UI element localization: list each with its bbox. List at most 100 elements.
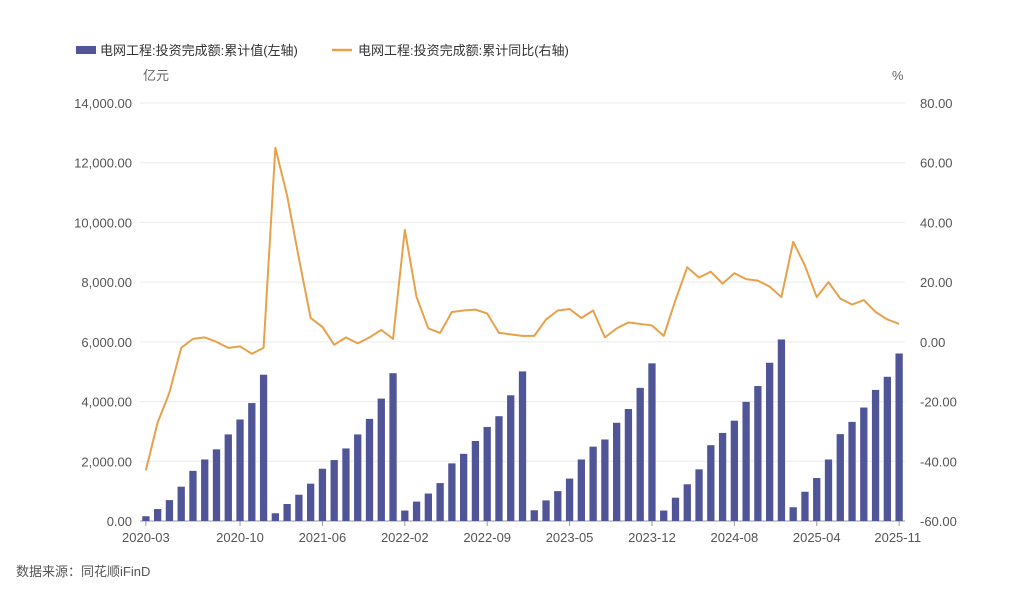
- bar: [271, 513, 279, 521]
- right-tick-label: 0.00: [920, 335, 945, 350]
- bar: [871, 389, 880, 521]
- bar: [448, 463, 456, 521]
- bar: [177, 486, 185, 521]
- bar: [212, 449, 221, 521]
- bar: [648, 363, 656, 521]
- x-tick-label: 2020-03: [122, 530, 170, 545]
- right-tick-label: -20.00: [920, 395, 957, 410]
- bar: [377, 398, 385, 521]
- x-tick-label: 2022-02: [381, 530, 429, 545]
- right-tick-label: -60.00: [920, 514, 957, 529]
- bar: [248, 403, 256, 521]
- yoy-line: [144, 146, 900, 471]
- bar: [742, 401, 750, 521]
- x-tick-label: 2025-11: [874, 530, 921, 545]
- legend: 电网工程:投资完成额:累计值(左轴) 电网工程:投资完成额:累计同比(右轴): [76, 43, 569, 58]
- bar: [354, 434, 362, 521]
- bar: [365, 418, 374, 521]
- bar: [860, 407, 868, 521]
- right-axis-unit: %: [892, 68, 904, 83]
- bar: [189, 470, 197, 521]
- bar: [224, 434, 232, 521]
- x-tick-label: 2025-04: [793, 530, 841, 545]
- line-series: [144, 146, 900, 471]
- x-tick-label: 2023-12: [628, 530, 676, 545]
- bar: [154, 509, 162, 521]
- bar: [848, 421, 856, 521]
- bar: [565, 478, 574, 521]
- bar: [730, 420, 738, 521]
- bar-series: [142, 339, 903, 521]
- bar: [436, 483, 444, 521]
- bar: [471, 440, 480, 521]
- right-tick-label: 40.00: [920, 215, 953, 230]
- bar: [824, 459, 833, 521]
- bar: [330, 460, 338, 521]
- x-tick-label: 2020-10: [216, 530, 264, 545]
- bar: [813, 478, 821, 521]
- x-axis: 2020-03 2020-10 2021-06 2022-02 2022-09 2023-…: [122, 521, 921, 545]
- bar: [683, 484, 691, 521]
- bar: [236, 419, 244, 521]
- left-y-axis: 14,000.00 12,000.00 10,000.00 8,000.00 6,000…: [74, 96, 132, 529]
- bar: [801, 491, 809, 521]
- bar: [836, 434, 844, 521]
- bar: [624, 409, 633, 521]
- bar: [613, 422, 621, 521]
- bar: [695, 469, 703, 521]
- bar: [883, 376, 891, 521]
- bar: [142, 516, 150, 521]
- bar: [542, 500, 550, 521]
- left-tick-label: 10,000.00: [74, 215, 132, 230]
- data-source: 数据来源：同花顺iFinD: [16, 564, 150, 579]
- bar: [895, 353, 903, 521]
- left-tick-label: 4,000.00: [81, 395, 132, 410]
- bar: [460, 453, 468, 521]
- x-tick-label: 2022-09: [463, 530, 511, 545]
- bar: [412, 501, 421, 521]
- x-tick-label: 2021-06: [299, 530, 347, 545]
- x-tick-label: 2023-05: [546, 530, 594, 545]
- right-tick-label: 20.00: [920, 275, 953, 290]
- right-tick-label: -40.00: [920, 454, 957, 469]
- bar: [342, 448, 350, 521]
- bar: [636, 387, 644, 521]
- bar: [707, 445, 715, 521]
- bar: [259, 374, 268, 521]
- bar: [789, 507, 797, 521]
- bar: [401, 510, 409, 521]
- bar: [577, 459, 585, 521]
- bar: [295, 494, 303, 521]
- left-axis-unit: 亿元: [143, 68, 169, 83]
- right-tick-label: 80.00: [920, 96, 953, 111]
- bar: [165, 500, 174, 521]
- left-tick-label: 8,000.00: [81, 275, 132, 290]
- bar: [283, 503, 291, 521]
- bar: [589, 446, 597, 521]
- bar: [754, 386, 762, 521]
- legend-line-label: 电网工程:投资完成额:累计同比(右轴): [358, 43, 569, 58]
- bar: [483, 426, 491, 521]
- bar: [201, 459, 209, 521]
- bar: [307, 483, 315, 521]
- bar: [718, 432, 727, 521]
- bar: [671, 497, 680, 521]
- right-y-axis: 80.00 60.00 40.00 20.00 0.00 -20.00 -40.00 -60.…: [920, 96, 957, 529]
- bar: [389, 373, 397, 521]
- left-tick-label: 0.00: [107, 514, 132, 529]
- bar: [318, 468, 327, 521]
- bar: [766, 362, 774, 521]
- legend-bar-label: 电网工程:投资完成额:累计值(左轴): [100, 43, 298, 58]
- left-tick-label: 6,000.00: [81, 335, 132, 350]
- bar: [424, 493, 432, 521]
- bar: [495, 416, 503, 521]
- bar: [554, 491, 562, 521]
- bar: [660, 510, 668, 521]
- left-tick-label: 14,000.00: [74, 96, 132, 111]
- right-tick-label: 60.00: [920, 156, 953, 171]
- x-tick-label: 2024-08: [710, 530, 758, 545]
- bar: [518, 371, 527, 521]
- bar: [530, 510, 538, 521]
- legend-bar-swatch: [76, 46, 96, 54]
